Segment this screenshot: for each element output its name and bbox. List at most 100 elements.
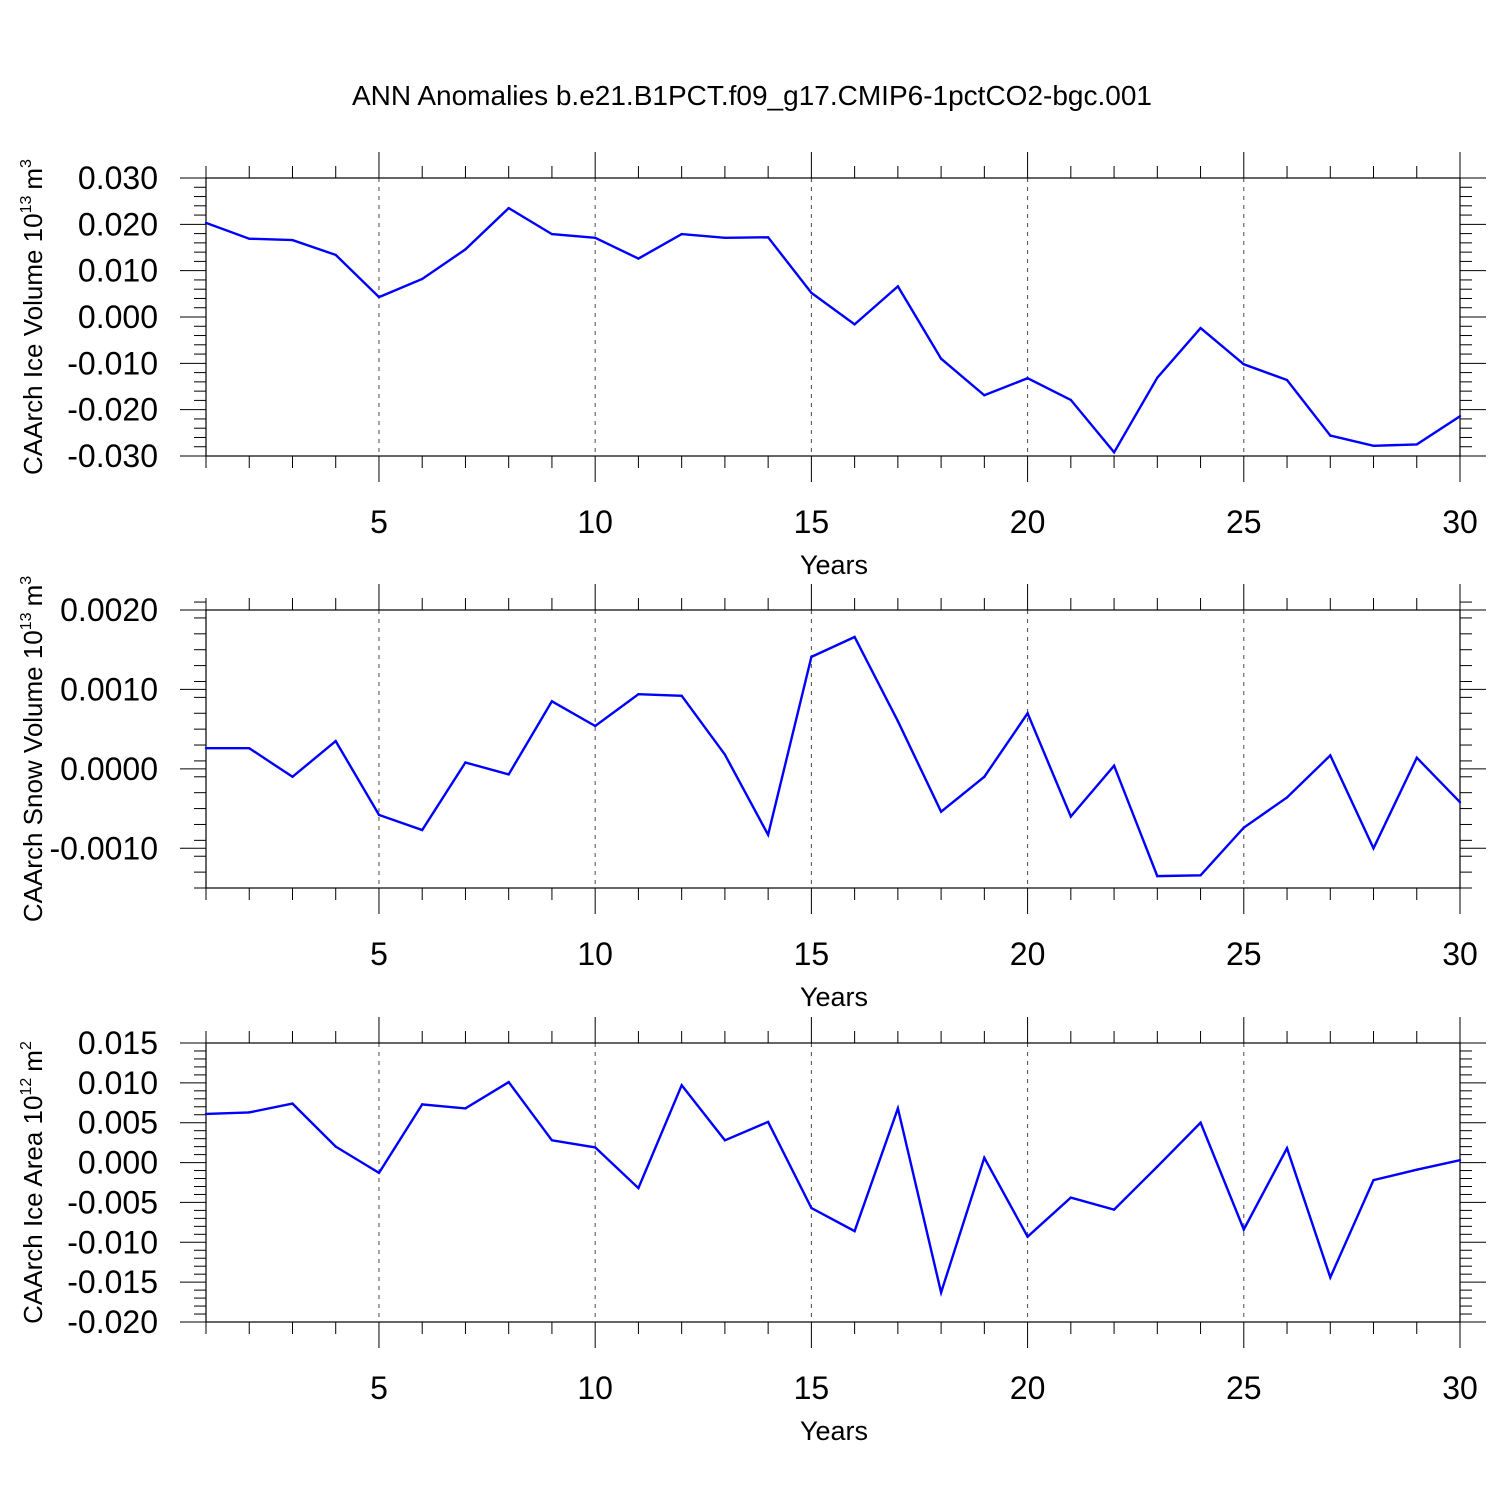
data-point: [1199, 326, 1202, 330]
data-point: [1415, 443, 1418, 446]
x-tick-label: 20: [1010, 504, 1046, 540]
data-point: [896, 1107, 900, 1110]
data-point: [810, 655, 813, 659]
data-point: [550, 1139, 554, 1142]
data-point: [810, 291, 813, 295]
x-tick-label: 15: [794, 1370, 830, 1406]
data-point: [723, 753, 727, 756]
data-point: [507, 773, 510, 776]
data-point: [550, 700, 554, 703]
y-tick-label: -0.020: [67, 1304, 158, 1340]
data-point: [1199, 874, 1202, 877]
data-point: [204, 1112, 208, 1116]
y-tick-label: -0.015: [67, 1264, 158, 1300]
y-axis-label: CAArch Snow Volume 1013m3: [18, 576, 48, 922]
data-point: [853, 323, 856, 326]
data-point: [593, 1146, 597, 1149]
data-point: [464, 1107, 467, 1110]
y-tick-label: 0.000: [78, 1145, 158, 1181]
y-tick-label: -0.010: [67, 345, 158, 381]
data-point: [766, 236, 770, 239]
data-point: [593, 236, 597, 239]
y-tick-label: -0.020: [67, 392, 158, 428]
data-point: [421, 1103, 424, 1106]
data-point: [1026, 376, 1029, 380]
data-point: [1329, 434, 1332, 437]
data-point: [248, 237, 251, 240]
x-tick-label: 10: [577, 504, 613, 540]
x-axis-label: Years: [800, 1416, 868, 1446]
series-line: [205, 1080, 1461, 1297]
data-point: [896, 720, 900, 723]
x-tick-label: 20: [1010, 1370, 1046, 1406]
data-point: [334, 1145, 337, 1148]
data-point: [204, 747, 208, 750]
data-point: [1156, 874, 1159, 878]
data-point: [334, 739, 337, 743]
data-point: [939, 810, 943, 813]
y-tick-label: 0.000: [78, 299, 158, 335]
data-point: [1285, 1147, 1289, 1150]
data-point: [464, 761, 467, 764]
data-point: [377, 295, 381, 299]
data-point: [637, 692, 640, 696]
data-point: [291, 1102, 294, 1105]
data-point: [983, 775, 986, 778]
data-point: [1026, 712, 1029, 715]
data-point: [1285, 796, 1289, 799]
data-point: [896, 285, 900, 288]
series-line: [205, 206, 1461, 455]
y-axis-label: CAArch Ice Volume 1013m3: [18, 159, 48, 475]
data-point: [334, 253, 337, 257]
data-point: [680, 232, 683, 236]
data-point: [983, 1156, 986, 1159]
data-point: [1112, 764, 1116, 767]
data-point: [723, 236, 727, 239]
data-point: [1069, 398, 1073, 402]
x-tick-label: 30: [1442, 504, 1478, 540]
x-tick-label: 25: [1226, 1370, 1262, 1406]
data-point: [1458, 1158, 1462, 1162]
data-point: [637, 1186, 640, 1190]
x-tick-label: 5: [370, 936, 388, 972]
data-point: [1285, 378, 1289, 382]
x-tick-label: 25: [1226, 504, 1262, 540]
data-point: [593, 724, 597, 728]
x-tick-label: 5: [370, 1370, 388, 1406]
data-point: [853, 1229, 856, 1233]
y-tick-label: -0.030: [67, 438, 158, 474]
data-point: [1415, 756, 1418, 759]
data-point: [853, 635, 856, 639]
data-point: [1112, 1208, 1116, 1211]
x-tick-label: 5: [370, 504, 388, 540]
y-tick-label: -0.010: [67, 1224, 158, 1260]
data-point: [680, 694, 683, 697]
x-tick-label: 10: [577, 936, 613, 972]
data-point: [939, 357, 943, 360]
data-point: [421, 277, 424, 281]
data-point: [1458, 414, 1462, 418]
plot-frame: [205, 1042, 1461, 1323]
x-tick-label: 20: [1010, 936, 1046, 972]
y-tick-label: 0.030: [78, 160, 158, 196]
data-point: [637, 257, 640, 260]
data-point: [1156, 1165, 1159, 1168]
y-tick-label: 0.0000: [60, 751, 158, 787]
x-tick-label: 15: [794, 936, 830, 972]
y-tick-label: 0.010: [78, 253, 158, 289]
data-point: [507, 1080, 510, 1084]
x-tick-label: 10: [577, 1370, 613, 1406]
y-tick-label: 0.0010: [60, 671, 158, 707]
data-point: [723, 1139, 727, 1142]
data-point: [1069, 815, 1073, 818]
x-axis-label: Years: [800, 550, 868, 580]
data-point: [291, 238, 294, 242]
data-point: [1242, 363, 1245, 366]
data-point: [1329, 754, 1332, 757]
x-axis-label: Years: [800, 982, 868, 1012]
data-point: [1069, 1196, 1073, 1199]
x-tick-label: 25: [1226, 936, 1262, 972]
